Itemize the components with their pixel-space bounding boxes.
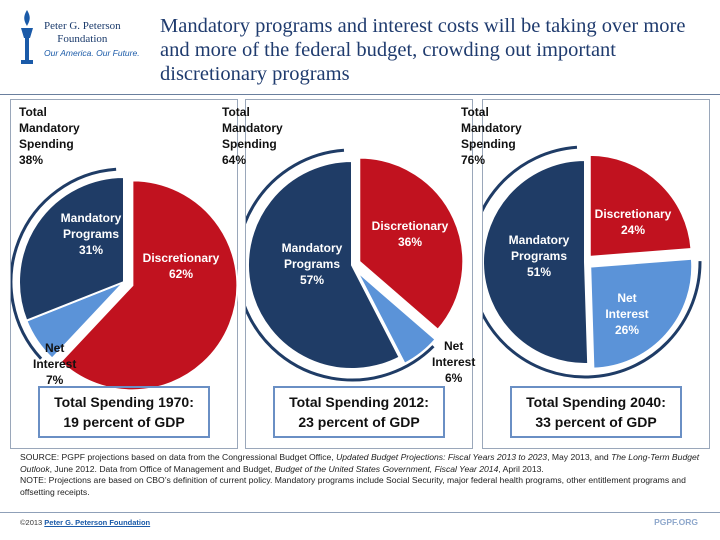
org-name: Peter G. Peterson Foundation <box>44 20 121 45</box>
total-spending-box: Total Spending 1970: 19 percent of GDP <box>38 386 210 438</box>
mandatory-slice-label: Mandatory Programs 31% <box>60 211 122 257</box>
pie-slice-discretionary <box>588 153 693 258</box>
pie-chart-2040 <box>483 145 702 379</box>
pie-chart-1970 <box>11 167 239 390</box>
mandatory-slice-label: Mandatory Programs 51% <box>508 233 570 279</box>
copyright-link[interactable]: Peter G. Peterson Foundation <box>44 518 151 527</box>
pie-chart-2012 <box>246 148 465 382</box>
divider <box>0 94 720 95</box>
total-mandatory-arc <box>246 148 435 382</box>
pgpf-logo[interactable]: Peter G. Peterson Foundation Our America… <box>6 8 146 70</box>
site-link[interactable]: PGPF.ORG <box>654 517 698 527</box>
pie-slice-mandatory <box>18 175 125 322</box>
total-spending-box: Total Spending 2040: 33 percent of GDP <box>510 386 682 438</box>
net-interest-label: Net Interest 6% <box>432 339 476 385</box>
total-mandatory-arc <box>11 167 117 360</box>
total-mandatory-arc <box>483 145 702 379</box>
footer-divider <box>0 512 720 513</box>
pie-slice-net-interest <box>356 270 437 366</box>
tagline: Our America. Our Future. <box>44 48 140 58</box>
discretionary-slice-label: Discretionary 36% <box>371 219 449 249</box>
discretionary-slice-label: Discretionary 24% <box>594 207 672 237</box>
total-spending-box: Total Spending 2012: 23 percent of GDP <box>273 386 445 438</box>
mandatory-slice-label: Mandatory Programs 57% <box>281 241 343 287</box>
net-interest-label: Net Interest 7% <box>33 341 77 387</box>
pie-panel-1970: Total Mandatory Spending 38% Mandatory Pr… <box>10 99 239 449</box>
discretionary-slice-label: Discretionary 62% <box>142 251 220 281</box>
torch-icon <box>21 10 33 64</box>
pie-slice-mandatory <box>483 158 590 365</box>
pie-slice-net-interest <box>589 257 694 370</box>
total-mandatory-label: Total Mandatory Spending 76% <box>461 105 522 167</box>
total-mandatory-label: Total Mandatory Spending 38% <box>19 105 80 167</box>
copyright: ©2013 Peter G. Peterson Foundation <box>20 518 151 527</box>
pie-slice-discretionary <box>358 156 465 332</box>
total-mandatory-label: Total Mandatory Spending 64% <box>222 105 283 167</box>
pie-slice-mandatory <box>247 159 402 370</box>
net-interest-label: Net Interest 26% <box>605 291 649 337</box>
page-title: Mandatory programs and interest costs wi… <box>160 15 686 85</box>
source-note: SOURCE: PGPF projections based on data f… <box>20 452 700 497</box>
pie-panel-2040: Total Mandatory Spending 76% Mandatory Pr… <box>461 99 710 449</box>
pie-panel-2012: Total Mandatory Spending 64% Mandatory Pr… <box>222 99 476 449</box>
